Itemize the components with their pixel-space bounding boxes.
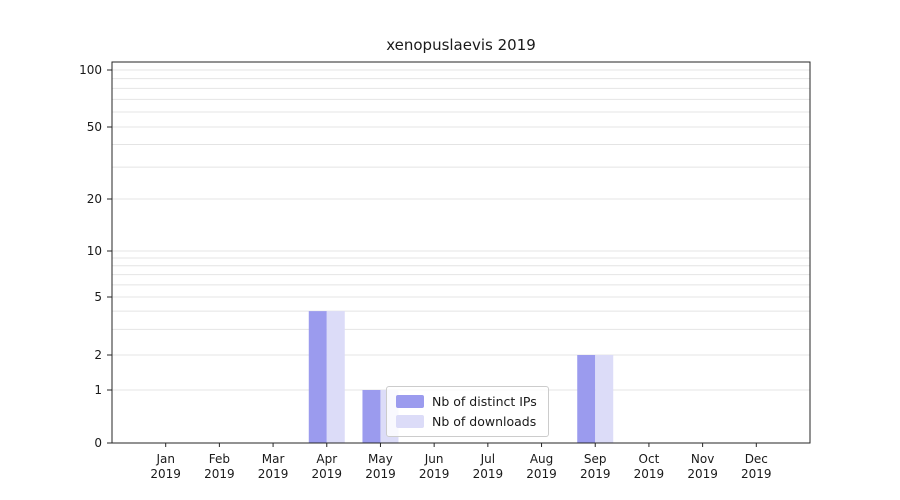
y-tick-label: 0 xyxy=(94,436,102,450)
x-tick-label-year: 2019 xyxy=(365,467,396,481)
y-tick-label: 10 xyxy=(87,244,102,258)
x-tick-label-year: 2019 xyxy=(580,467,611,481)
x-tick-label-month: Jan xyxy=(155,452,175,466)
y-tick-label: 1 xyxy=(94,383,102,397)
x-tick-label-year: 2019 xyxy=(204,467,235,481)
x-tick-label-year: 2019 xyxy=(150,467,181,481)
x-tick-label-month: Feb xyxy=(209,452,230,466)
legend-label-downloads: Nb of downloads xyxy=(432,414,537,429)
bar-distinct-ips-sep xyxy=(577,355,596,443)
y-tick-label: 100 xyxy=(79,63,102,77)
x-tick-label-month: Nov xyxy=(691,452,714,466)
x-tick-label-month: Mar xyxy=(262,452,285,466)
bar-distinct-ips-apr xyxy=(308,311,327,443)
x-tick-label-year: 2019 xyxy=(741,467,772,481)
y-tick-label: 20 xyxy=(87,192,102,206)
x-tick-label-year: 2019 xyxy=(634,467,665,481)
x-tick-label-year: 2019 xyxy=(311,467,342,481)
x-tick-label-month: Sep xyxy=(584,452,607,466)
chart-title: xenopuslaevis 2019 xyxy=(386,36,536,54)
x-tick-label-year: 2019 xyxy=(419,467,450,481)
bar-downloads-sep xyxy=(595,355,614,443)
legend: Nb of distinct IPs Nb of downloads xyxy=(386,386,549,437)
legend-item-downloads: Nb of downloads xyxy=(396,414,537,429)
x-tick-label-month: Jul xyxy=(480,452,495,466)
x-tick-label-month: Dec xyxy=(745,452,768,466)
y-tick-label: 2 xyxy=(94,348,102,362)
x-tick-label-year: 2019 xyxy=(526,467,557,481)
x-tick-label-year: 2019 xyxy=(473,467,504,481)
legend-swatch-distinct-ips xyxy=(396,395,424,408)
bar-distinct-ips-may xyxy=(362,390,381,443)
x-tick-label-year: 2019 xyxy=(687,467,718,481)
legend-swatch-downloads xyxy=(396,415,424,428)
x-tick-label-month: Aug xyxy=(530,452,553,466)
plot-border xyxy=(111,61,811,444)
x-tick-label-month: Jun xyxy=(424,452,444,466)
y-tick-label: 5 xyxy=(94,290,102,304)
bar-downloads-apr xyxy=(326,311,345,443)
y-tick-label: 50 xyxy=(87,120,102,134)
x-tick-label-month: Oct xyxy=(639,452,660,466)
x-tick-label-year: 2019 xyxy=(258,467,289,481)
x-tick-label-month: Apr xyxy=(316,452,337,466)
x-tick-label-month: May xyxy=(368,452,393,466)
legend-item-distinct-ips: Nb of distinct IPs xyxy=(396,394,537,409)
legend-label-distinct-ips: Nb of distinct IPs xyxy=(432,394,537,409)
